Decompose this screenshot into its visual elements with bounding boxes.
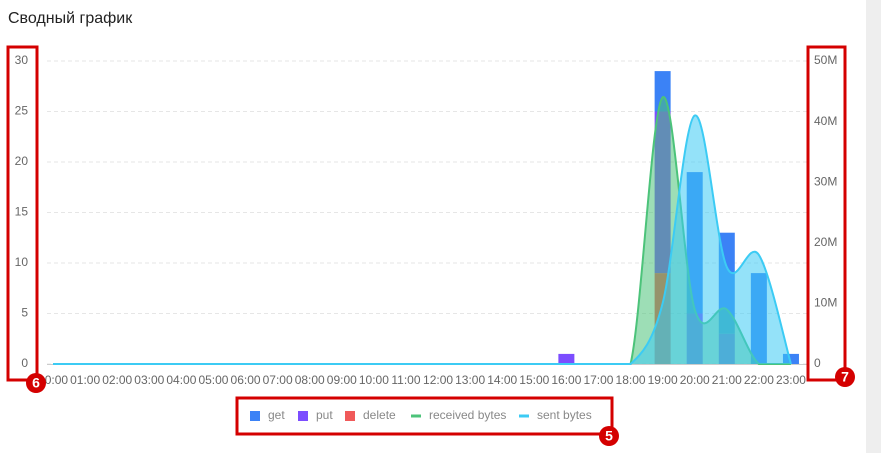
x-tick-label: 20:00 [680,373,710,387]
y-tick-label: 15 [15,205,29,219]
y2-tick-label: 0 [814,356,821,370]
legend-label: delete [363,408,396,422]
x-tick-label: 01:00 [70,373,100,387]
y2-tick-label: 10M [814,296,837,310]
annotation-badge [599,426,619,446]
legend-label: sent bytes [537,408,592,422]
area [53,115,791,364]
x-tick-label: 17:00 [583,373,613,387]
x-tick-label: 14:00 [487,373,517,387]
y-tick-label: 0 [21,356,28,370]
legend-label: received bytes [429,408,506,422]
annotation-label: 6 [32,375,40,391]
x-tick-label: 13:00 [455,373,485,387]
annotation-badge [26,373,46,393]
y-tick-label: 5 [21,306,28,320]
annotation-box [806,45,847,382]
legend-label: get [268,408,285,422]
x-tick-label: 18:00 [616,373,646,387]
x-tick-label: 19:00 [648,373,678,387]
x-tick-label: 08:00 [295,373,325,387]
x-tick-label: 06:00 [231,373,261,387]
y-tick-label: 10 [15,255,29,269]
y2-tick-label: 40M [814,114,837,128]
x-tick-label: 21:00 [712,373,742,387]
x-tick-label: 07:00 [263,373,293,387]
line [53,114,792,366]
y-tick-label: 20 [15,154,29,168]
x-tick-label: 12:00 [423,373,453,387]
y-tick-label: 25 [15,104,29,118]
x-tick-label: 10:00 [359,373,389,387]
y2-tick-label: 30M [814,174,837,188]
annotation-label: 7 [841,369,849,385]
annotation-box [235,396,614,436]
x-tick-label: 09:00 [327,373,357,387]
x-tick-label: 16:00 [551,373,581,387]
x-tick-label: 04:00 [166,373,196,387]
legend-label: put [316,408,333,422]
legend-marker [345,411,355,421]
chart-title: Сводный график [8,10,133,27]
y2-tick-label: 20M [814,235,837,249]
annotation-badge [835,367,855,387]
x-tick-label: 23:00 [776,373,806,387]
bar [558,353,575,364]
annotation-box [6,45,39,382]
scrollbar [866,0,881,453]
annotation-label: 5 [605,428,613,444]
x-tick-label: 22:00 [744,373,774,387]
x-tick-label: 05:00 [198,373,228,387]
x-tick-label: 11:00 [391,373,420,387]
x-tick-label: 02:00 [102,373,132,387]
y-tick-label: 30 [15,53,29,67]
y2-tick-label: 50M [814,53,837,67]
legend-marker [250,411,260,421]
x-tick-label: 03:00 [134,373,164,387]
x-tick-label: 15:00 [519,373,549,387]
legend-marker [298,411,308,421]
bar [782,353,799,364]
